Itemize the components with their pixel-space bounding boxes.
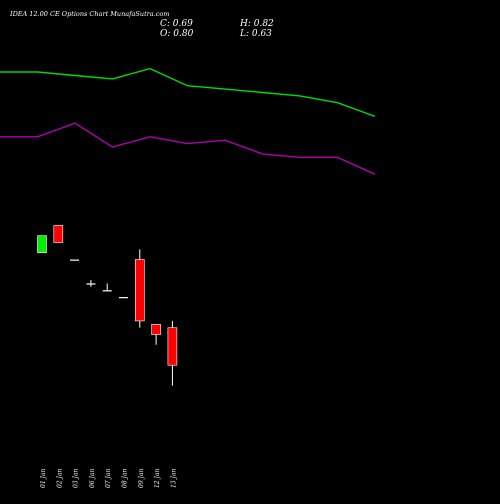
x-tick-label: 08 Jan	[122, 468, 129, 488]
candle-body	[70, 259, 80, 261]
x-tick-label: 12 Jan	[154, 468, 161, 488]
close-value: C: 0.69	[160, 19, 193, 29]
candle-3	[70, 259, 80, 261]
overlay-line-1	[0, 67, 376, 118]
chart-title: IDEA 12.00 CE Options Chart MunafaSutra.…	[10, 10, 170, 18]
candle-7	[135, 249, 145, 328]
candle-body	[167, 327, 178, 366]
candle-body	[53, 225, 64, 243]
candle-5	[102, 283, 112, 292]
candle-body	[102, 290, 112, 292]
candle-8	[151, 324, 161, 345]
candle-9	[167, 320, 178, 386]
x-tick-label: 06 Jan	[89, 468, 96, 488]
x-tick-label: 09 Jan	[138, 468, 145, 488]
x-tick-label: 03 Jan	[73, 468, 80, 488]
high-value: H: 0.82	[240, 19, 274, 29]
candle-6	[119, 297, 128, 299]
x-tick-label: 13 Jan	[170, 468, 177, 488]
candle-body	[37, 235, 47, 254]
candle-body	[119, 297, 128, 299]
x-tick-label: 07 Jan	[105, 468, 112, 488]
x-tick-label: 02 Jan	[56, 468, 63, 488]
candle-2	[53, 225, 64, 243]
candle-body	[135, 259, 145, 322]
overlay-line-2	[0, 122, 376, 175]
x-tick-label: 01 Jan	[40, 468, 47, 488]
candle-4	[86, 280, 96, 287]
low-value: L: 0.63	[240, 29, 272, 39]
candle-1	[37, 235, 47, 254]
candle-body	[151, 324, 161, 335]
open-value: O: 0.80	[160, 29, 194, 39]
candle-body	[86, 283, 96, 285]
